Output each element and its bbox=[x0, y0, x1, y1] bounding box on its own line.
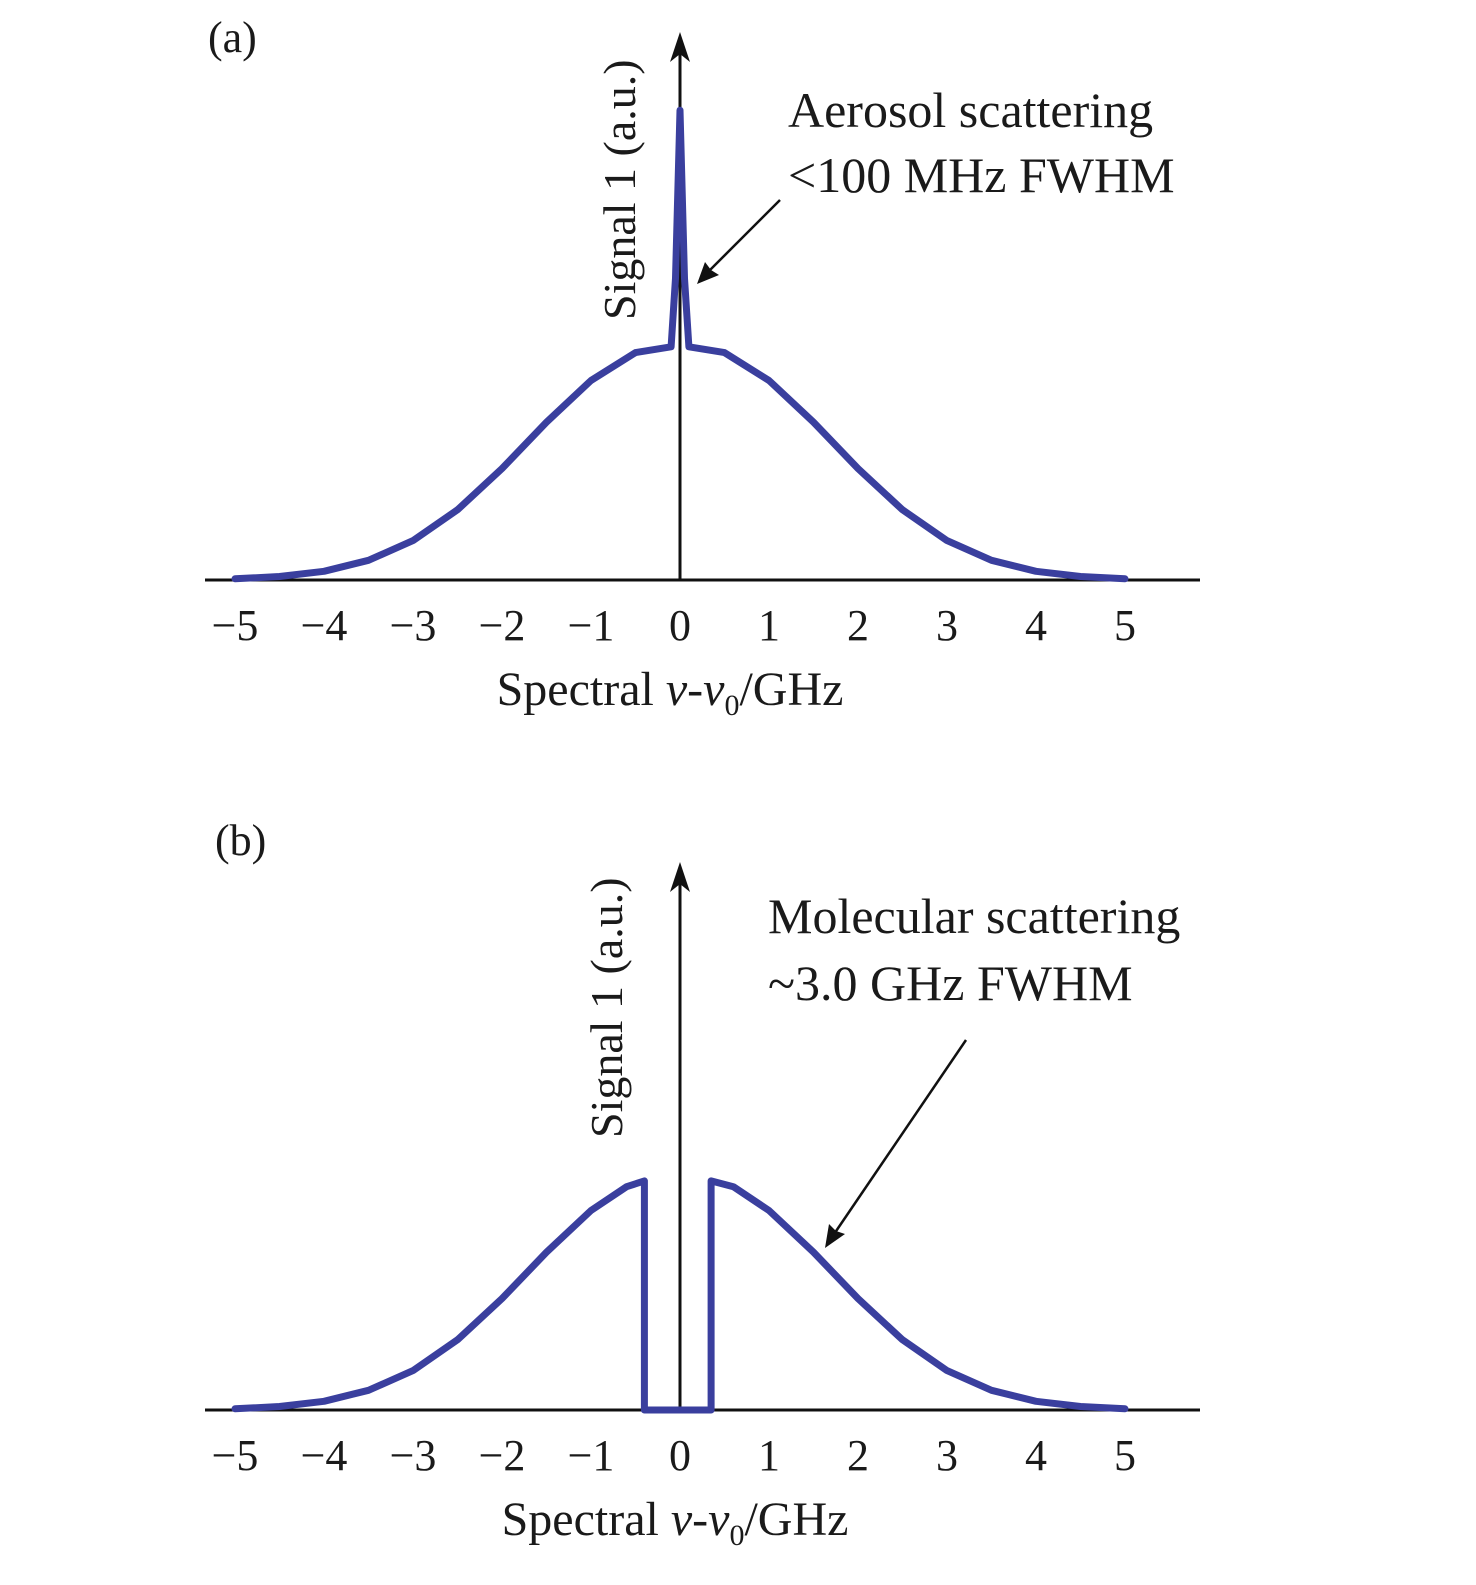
x-tick-label: −1 bbox=[568, 1431, 615, 1480]
panel-b-annotation-arrowhead bbox=[825, 1224, 845, 1248]
xlabel-v: v bbox=[671, 1493, 693, 1546]
panel-b-x-axis-label: Spectral v-v0/GHz bbox=[502, 1493, 849, 1552]
panel-b-series-line bbox=[231, 1177, 1129, 1414]
panel-a-label: (a) bbox=[208, 13, 257, 62]
panel-b-label: (b) bbox=[215, 816, 266, 865]
x-tick-label: 2 bbox=[847, 1431, 869, 1480]
xlabel-subscript: 0 bbox=[729, 1519, 744, 1552]
x-tick-label: 1 bbox=[758, 1431, 780, 1480]
panel-b-x-tick-labels: −5 −4 −3 −2 −1 0 1 2 3 4 5 bbox=[212, 1431, 1136, 1480]
panel-b-annotation-line2: ~3.0 GHz FWHM bbox=[768, 955, 1133, 1011]
panel-b-y-axis-arrowhead bbox=[670, 862, 690, 892]
x-tick-label: −5 bbox=[212, 601, 259, 650]
xlabel-prefix: Spectral bbox=[497, 663, 666, 716]
panel-b-annotation-line1: Molecular scattering bbox=[768, 888, 1180, 944]
panel-b-y-axis-label: Signal 1 (a.u.) bbox=[581, 877, 632, 1138]
x-tick-label: −5 bbox=[212, 1431, 259, 1480]
x-tick-label: 2 bbox=[847, 601, 869, 650]
x-tick-label: −4 bbox=[301, 1431, 348, 1480]
panel-b: (b) Signal 1 (a.u.) −5 −4 −3 −2 −1 0 1 2 3 4 5 Spe… bbox=[205, 816, 1200, 1552]
x-tick-label: −1 bbox=[568, 601, 615, 650]
panel-a-annotation-line2: <100 MHz FWHM bbox=[788, 147, 1175, 203]
xlabel-dash: - bbox=[687, 663, 703, 716]
x-tick-label: 4 bbox=[1025, 601, 1047, 650]
panel-a-annotation-arrowhead bbox=[697, 262, 719, 284]
x-tick-label: 5 bbox=[1114, 601, 1136, 650]
panel-a-y-axis-arrowhead bbox=[670, 32, 690, 62]
x-tick-label: 3 bbox=[936, 601, 958, 650]
x-tick-label: 0 bbox=[669, 1431, 691, 1480]
xlabel-v0: v bbox=[703, 663, 725, 716]
panel-a: (a) Signal 1 (a.u.) −5 −4 −3 −2 −1 0 1 2 3 4 5 Spe… bbox=[205, 13, 1200, 722]
panel-a-annotation-arrow bbox=[701, 199, 781, 279]
panel-a-x-axis-label: Spectral v-v0/GHz bbox=[497, 663, 844, 722]
x-tick-label: −2 bbox=[479, 601, 526, 650]
panel-a-x-tick-labels: −5 −4 −3 −2 −1 0 1 2 3 4 5 bbox=[212, 601, 1136, 650]
x-tick-label: 4 bbox=[1025, 1431, 1047, 1480]
xlabel-suffix: /GHz bbox=[739, 663, 843, 716]
xlabel-dash: - bbox=[692, 1493, 708, 1546]
xlabel-subscript: 0 bbox=[724, 689, 739, 722]
x-tick-label: −4 bbox=[301, 601, 348, 650]
xlabel-prefix: Spectral bbox=[502, 1493, 671, 1546]
xlabel-v: v bbox=[666, 663, 688, 716]
panel-a-y-axis-label: Signal 1 (a.u.) bbox=[594, 59, 645, 320]
x-tick-label: −3 bbox=[390, 601, 437, 650]
x-tick-label: −3 bbox=[390, 1431, 437, 1480]
panel-a-annotation-line1: Aerosol scattering bbox=[788, 82, 1153, 138]
x-tick-label: 3 bbox=[936, 1431, 958, 1480]
x-tick-label: 0 bbox=[669, 601, 691, 650]
x-tick-label: 5 bbox=[1114, 1431, 1136, 1480]
panel-b-annotation-arrow bbox=[828, 1039, 968, 1241]
x-tick-label: −2 bbox=[479, 1431, 526, 1480]
panel-a-series-line bbox=[231, 106, 1129, 583]
x-tick-label: 1 bbox=[758, 601, 780, 650]
xlabel-v0: v bbox=[708, 1493, 730, 1546]
xlabel-suffix: /GHz bbox=[744, 1493, 848, 1546]
